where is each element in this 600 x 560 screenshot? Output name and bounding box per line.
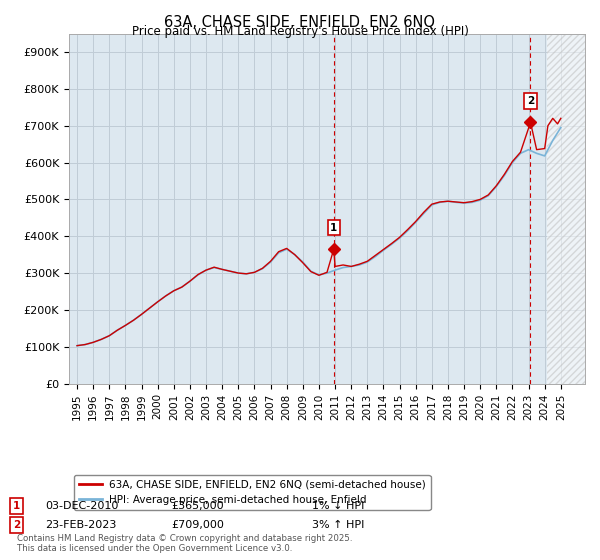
Text: Contains HM Land Registry data © Crown copyright and database right 2025.
This d: Contains HM Land Registry data © Crown c… [17,534,352,553]
Text: £365,000: £365,000 [171,501,224,511]
Legend: 63A, CHASE SIDE, ENFIELD, EN2 6NQ (semi-detached house), HPI: Average price, sem: 63A, CHASE SIDE, ENFIELD, EN2 6NQ (semi-… [74,474,431,510]
Text: 23-FEB-2023: 23-FEB-2023 [45,520,116,530]
Text: 3% ↑ HPI: 3% ↑ HPI [312,520,364,530]
Text: £709,000: £709,000 [171,520,224,530]
Text: 1: 1 [330,223,337,233]
Text: 63A, CHASE SIDE, ENFIELD, EN2 6NQ: 63A, CHASE SIDE, ENFIELD, EN2 6NQ [164,15,436,30]
Text: Price paid vs. HM Land Registry's House Price Index (HPI): Price paid vs. HM Land Registry's House … [131,25,469,38]
Text: 03-DEC-2010: 03-DEC-2010 [45,501,118,511]
Text: 2: 2 [527,96,534,106]
Text: 1: 1 [13,501,20,511]
Text: 2: 2 [13,520,20,530]
Bar [547,34,585,384]
Text: 1% ↓ HPI: 1% ↓ HPI [312,501,364,511]
